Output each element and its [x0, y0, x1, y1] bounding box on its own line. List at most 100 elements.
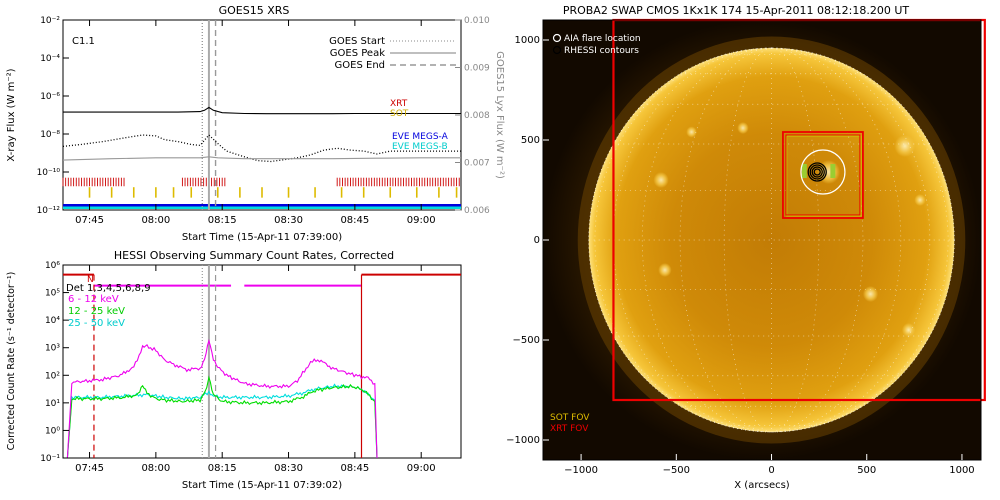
- active-region: [862, 286, 879, 302]
- legend-25-50-kev: 25 - 50 keV: [68, 318, 125, 329]
- legend-6-12-kev: 6 - 12 keV: [68, 294, 119, 305]
- y-tick-label: 10³: [45, 344, 60, 354]
- xrt-fov-small-box: [782, 131, 864, 219]
- y-tick-label: 10⁻¹²: [37, 206, 61, 216]
- legend-goes-end: GOES End: [335, 60, 385, 71]
- goes-y2-label: GOES15 Lyx Flux (W m⁻²): [494, 51, 505, 179]
- goes-y-axis: 10⁻² 10⁻⁴ 10⁻⁶ 10⁻⁸ 10⁻¹⁰ 10⁻¹²: [37, 16, 69, 216]
- y-tick-label: 10²: [45, 371, 60, 381]
- xrt-coverage-interval-2: [336, 177, 460, 187]
- series-lyman-alpha: [62, 156, 461, 161]
- series-12-25kev: [66, 375, 378, 459]
- x-tick-label: 08:30: [274, 463, 303, 474]
- goes-title: GOES15 XRS: [219, 4, 290, 17]
- active-region: [894, 135, 916, 157]
- instrument-labels: XRT SOT EVE MEGS-A EVE MEGS-B: [390, 99, 449, 152]
- hessi-night-label: N: [87, 275, 94, 285]
- hessi-title: HESSI Observing Summary Count Rates, Cor…: [114, 249, 394, 262]
- swap-x-axis: −1000 −500 0 500 1000: [564, 454, 975, 476]
- y2-tick-label: 0.007: [464, 159, 490, 169]
- swap-y-axis: 1000 500 0 −500 −1000: [506, 35, 549, 446]
- x-tick-label: −500: [663, 465, 690, 476]
- longitude-line: [771, 47, 931, 433]
- xrt-label: XRT: [390, 99, 408, 109]
- series-6-12kev: [66, 338, 378, 459]
- sot-fov-label: SOT FOV: [550, 413, 590, 423]
- sot-fov-box: [786, 135, 862, 217]
- active-region: [658, 263, 672, 277]
- aia-legend-label: AIA flare location: [564, 34, 641, 44]
- megs-a-label: EVE MEGS-A: [392, 132, 449, 142]
- active-region: [653, 172, 669, 188]
- y2-tick-label: 0.009: [464, 64, 490, 74]
- y-tick-label: 500: [521, 135, 540, 146]
- y-tick-label: 10⁻¹⁰: [37, 168, 61, 178]
- hessi-legend: Det 1,3,4,5,6,8,9 6 - 12 keV 12 - 25 keV…: [66, 283, 151, 329]
- xrt-coverage-interval-1: [181, 177, 226, 187]
- goes-x-axis: 07:45 08:00 08:15 08:30 08:45 09:00: [75, 20, 436, 226]
- x-tick-label: 09:00: [407, 215, 436, 226]
- y-tick-label: 10⁰: [45, 426, 60, 436]
- hessi-panel: HESSI Observing Summary Count Rates, Cor…: [6, 249, 462, 491]
- x-tick-label: −1000: [564, 465, 598, 476]
- active-region: [686, 126, 697, 138]
- goes-xrs-panel: GOES15 XRS 07:45 08:00 08:15 08:30 08:45 09:0…: [6, 4, 505, 243]
- rhessi-contour-3: [813, 168, 821, 176]
- active-region: [901, 323, 916, 337]
- hessi-plot-area: [63, 265, 461, 459]
- legend-12-25-kev: 12 - 25 keV: [68, 306, 125, 317]
- swap-legend: AIA flare location RHESSI contours SOT F…: [550, 33, 641, 434]
- swap-title: PROBA2 SWAP CMOS 1Kx1K 174 15-Apr-2011 0…: [563, 4, 910, 17]
- aia-flare-circle: [800, 149, 846, 195]
- x-tick-label: 08:00: [141, 463, 170, 474]
- xrt-fov-inner-box: [785, 134, 861, 216]
- y-tick-label: 10⁻⁸: [40, 130, 60, 140]
- y-tick-label: 10⁶: [45, 261, 60, 271]
- y2-tick-label: 0.008: [464, 111, 490, 121]
- x-tick-label: 1000: [949, 465, 974, 476]
- hessi-detectors: Det 1,3,4,5,6,8,9: [66, 283, 151, 294]
- rhessi-legend-label: RHESSI contours: [564, 46, 639, 56]
- x-tick-label: 08:15: [208, 463, 237, 474]
- swap-image-panel: PROBA2 SWAP CMOS 1Kx1K 174 15-Apr-2011 0…: [506, 4, 986, 491]
- x-tick-label: 07:45: [75, 463, 104, 474]
- y-tick-label: −500: [513, 335, 540, 346]
- longitude-line: [771, 47, 820, 433]
- megs-b-coverage-bar: [63, 206, 461, 209]
- rhessi-legend-marker: [552, 45, 562, 55]
- active-region: [914, 194, 926, 206]
- goes-y-label: X-ray Flux (W m⁻²): [6, 68, 17, 161]
- y-tick-label: 10⁻⁶: [40, 92, 60, 102]
- sot-patch: [830, 164, 836, 178]
- y-tick-label: 1000: [515, 35, 540, 46]
- x-tick-label: 08:30: [274, 215, 303, 226]
- xrt-coverage-interval-0: [62, 177, 125, 187]
- y-tick-label: 10⁻²: [40, 16, 60, 26]
- legend-goes-start: GOES Start: [329, 36, 385, 47]
- y-tick-label: 10⁵: [45, 289, 60, 299]
- y2-tick-label: 0.010: [464, 16, 490, 26]
- active-region: [737, 122, 749, 134]
- megs-b-label: EVE MEGS-B: [392, 142, 448, 152]
- y-tick-label: 10⁻¹: [40, 454, 60, 464]
- goes-flare-class: C1.1: [72, 36, 95, 47]
- hessi-x-axis: 07:45 08:00 08:15 08:30 08:45 09:00: [75, 265, 436, 474]
- rhessi-contour-2: [811, 166, 823, 178]
- x-tick-label: 09:00: [407, 463, 436, 474]
- x-tick-label: 08:45: [340, 463, 369, 474]
- longitude-line: [723, 47, 772, 433]
- y-tick-label: 0: [534, 235, 540, 246]
- x-tick-label: 08:00: [141, 215, 170, 226]
- rhessi-contour-1: [809, 164, 825, 180]
- longitude-line: [771, 47, 902, 433]
- series-long-channel: [63, 106, 461, 115]
- hessi-x-label: Start Time (15-Apr-11 07:39:02): [182, 480, 342, 491]
- swap-image-area: [577, 18, 986, 444]
- x-tick-label: 07:45: [75, 215, 104, 226]
- rhessi-contour-0: [807, 162, 827, 182]
- solar-limb: [588, 47, 955, 433]
- x-tick-label: 08:45: [340, 215, 369, 226]
- goes-legend: GOES Start GOES Peak GOES End: [329, 36, 456, 71]
- aia-legend-marker: [552, 33, 562, 43]
- goes-right-axis: 0.010 0.009 0.008 0.007 0.006: [455, 16, 490, 216]
